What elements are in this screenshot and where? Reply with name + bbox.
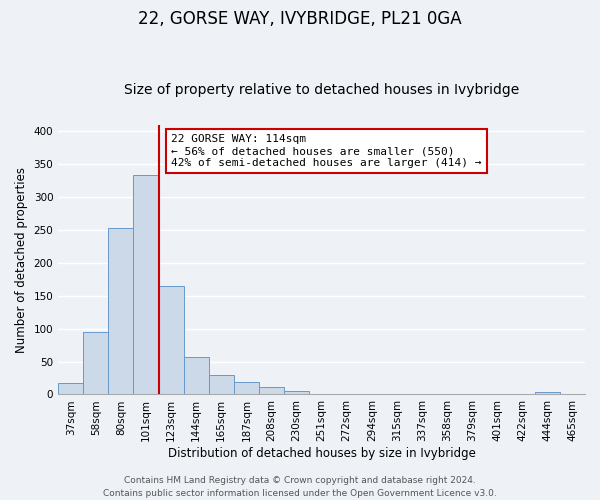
Bar xyxy=(259,386,284,394)
Bar xyxy=(58,384,83,394)
Bar xyxy=(535,392,560,394)
X-axis label: Distribution of detached houses by size in Ivybridge: Distribution of detached houses by size … xyxy=(167,447,476,460)
Text: Contains HM Land Registry data © Crown copyright and database right 2024.
Contai: Contains HM Land Registry data © Crown c… xyxy=(103,476,497,498)
Bar xyxy=(158,286,184,395)
Bar xyxy=(109,228,133,394)
Bar xyxy=(133,174,158,394)
Bar xyxy=(209,374,234,394)
Text: 22 GORSE WAY: 114sqm
← 56% of detached houses are smaller (550)
42% of semi-deta: 22 GORSE WAY: 114sqm ← 56% of detached h… xyxy=(171,134,482,168)
Bar xyxy=(83,332,109,394)
Bar xyxy=(234,382,259,394)
Bar xyxy=(284,391,309,394)
Title: Size of property relative to detached houses in Ivybridge: Size of property relative to detached ho… xyxy=(124,83,519,97)
Y-axis label: Number of detached properties: Number of detached properties xyxy=(15,166,28,352)
Text: 22, GORSE WAY, IVYBRIDGE, PL21 0GA: 22, GORSE WAY, IVYBRIDGE, PL21 0GA xyxy=(138,10,462,28)
Bar xyxy=(184,357,209,395)
